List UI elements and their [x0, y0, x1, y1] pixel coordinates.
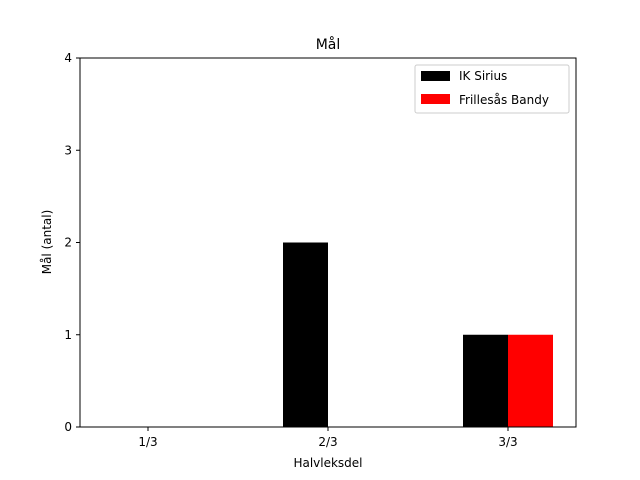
bar-ik-sirius-2 — [283, 242, 328, 427]
y-tick-label: 3 — [64, 143, 72, 157]
y-tick-label: 0 — [64, 420, 72, 434]
x-tick-label: 2/3 — [318, 435, 337, 449]
x-tick-label: 1/3 — [138, 435, 157, 449]
x-axis-ticks: 1/3 2/3 3/3 — [138, 427, 518, 449]
bar-frillesas-bandy-3 — [508, 334, 553, 427]
y-tick-label: 2 — [64, 236, 72, 250]
y-axis-ticks: 0 1 2 3 4 — [64, 51, 80, 434]
legend-label-ik-sirius: IK Sirius — [459, 69, 507, 83]
legend-box — [414, 64, 570, 114]
y-tick-label: 4 — [64, 51, 72, 65]
x-axis-label: Halvleksdel — [293, 456, 362, 470]
legend-swatch-frillesas-bandy — [421, 94, 450, 104]
y-axis-label: Mål (antal) — [40, 210, 54, 275]
legend: IK Sirius Frillesås Bandy — [414, 64, 570, 114]
bars-group — [283, 242, 553, 427]
x-tick-label: 3/3 — [498, 435, 517, 449]
chart-title: Mål — [316, 36, 341, 53]
y-tick-label: 1 — [64, 328, 72, 342]
legend-swatch-ik-sirius — [421, 71, 450, 81]
legend-label-frillesas-bandy: Frillesås Bandy — [459, 93, 549, 107]
bar-ik-sirius-3 — [463, 334, 508, 427]
